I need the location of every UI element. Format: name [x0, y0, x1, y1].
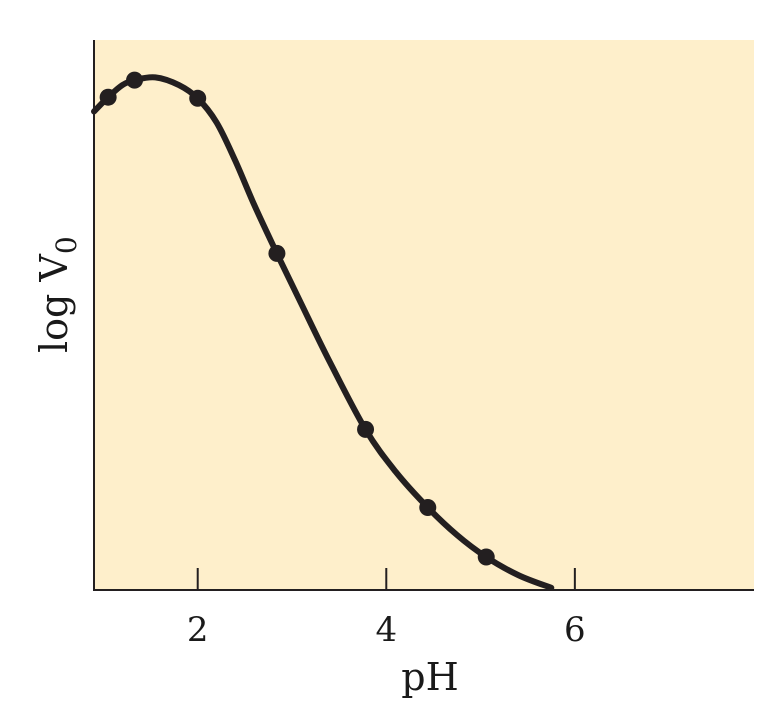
x-tick-label: 6: [564, 610, 586, 650]
data-point: [126, 71, 144, 89]
data-point: [419, 499, 437, 516]
x-tick-label: 2: [187, 610, 209, 650]
plot-area-background: [94, 40, 754, 590]
data-points: [99, 71, 495, 566]
x-axis-ticks: 2 4 6: [187, 568, 586, 650]
y-axis-label: log V0: [32, 236, 83, 353]
data-point: [189, 89, 207, 107]
x-axis-label: pH: [401, 655, 458, 699]
data-point: [477, 548, 495, 566]
y-axis-label-subscript: 0: [50, 236, 83, 254]
y-axis-label-main: log V: [32, 254, 76, 353]
data-point: [268, 244, 286, 262]
data-point: [357, 420, 375, 438]
data-point: [99, 88, 117, 106]
x-tick-label: 4: [375, 610, 397, 650]
